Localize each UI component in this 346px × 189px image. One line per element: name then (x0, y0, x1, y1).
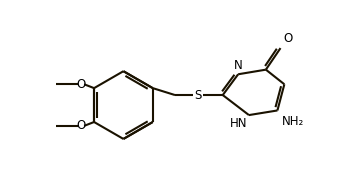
Text: NH₂: NH₂ (282, 115, 304, 128)
Text: O: O (76, 119, 86, 132)
Text: N: N (234, 59, 243, 72)
Text: O: O (76, 78, 86, 91)
Text: O: O (284, 32, 293, 45)
Text: HN: HN (230, 117, 247, 130)
Text: S: S (194, 89, 202, 101)
